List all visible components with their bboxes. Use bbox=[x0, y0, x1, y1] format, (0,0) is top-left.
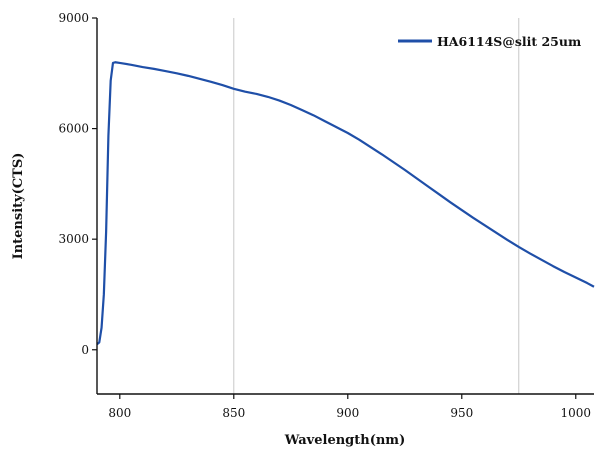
y-tick-label-3: 9000 bbox=[58, 11, 89, 25]
y-tick-label-0: 0 bbox=[81, 343, 89, 357]
legend: HA6114S@slit 25um bbox=[398, 34, 581, 49]
x-tick-label-2: 900 bbox=[336, 406, 359, 420]
axes bbox=[96, 18, 594, 395]
x-tick-label-4: 1000 bbox=[560, 406, 591, 420]
y-axis-title: Intensity(CTS) bbox=[11, 153, 26, 260]
legend-label: HA6114S@slit 25um bbox=[437, 34, 581, 49]
series-layer bbox=[96, 61, 595, 346]
x-tick-label-3: 950 bbox=[450, 406, 473, 420]
y-tick-label-1: 3000 bbox=[58, 232, 89, 246]
ticks: 800 850 900 950 1000 0 3000 6000 9000 bbox=[58, 11, 591, 420]
y-tick-label-2: 6000 bbox=[58, 122, 89, 136]
grid-lines bbox=[233, 18, 520, 394]
x-axis-title: Wavelength(nm) bbox=[284, 433, 405, 448]
x-tick-label-0: 800 bbox=[108, 406, 131, 420]
series-line-0 bbox=[96, 61, 595, 346]
x-tick-label-1: 850 bbox=[222, 406, 245, 420]
